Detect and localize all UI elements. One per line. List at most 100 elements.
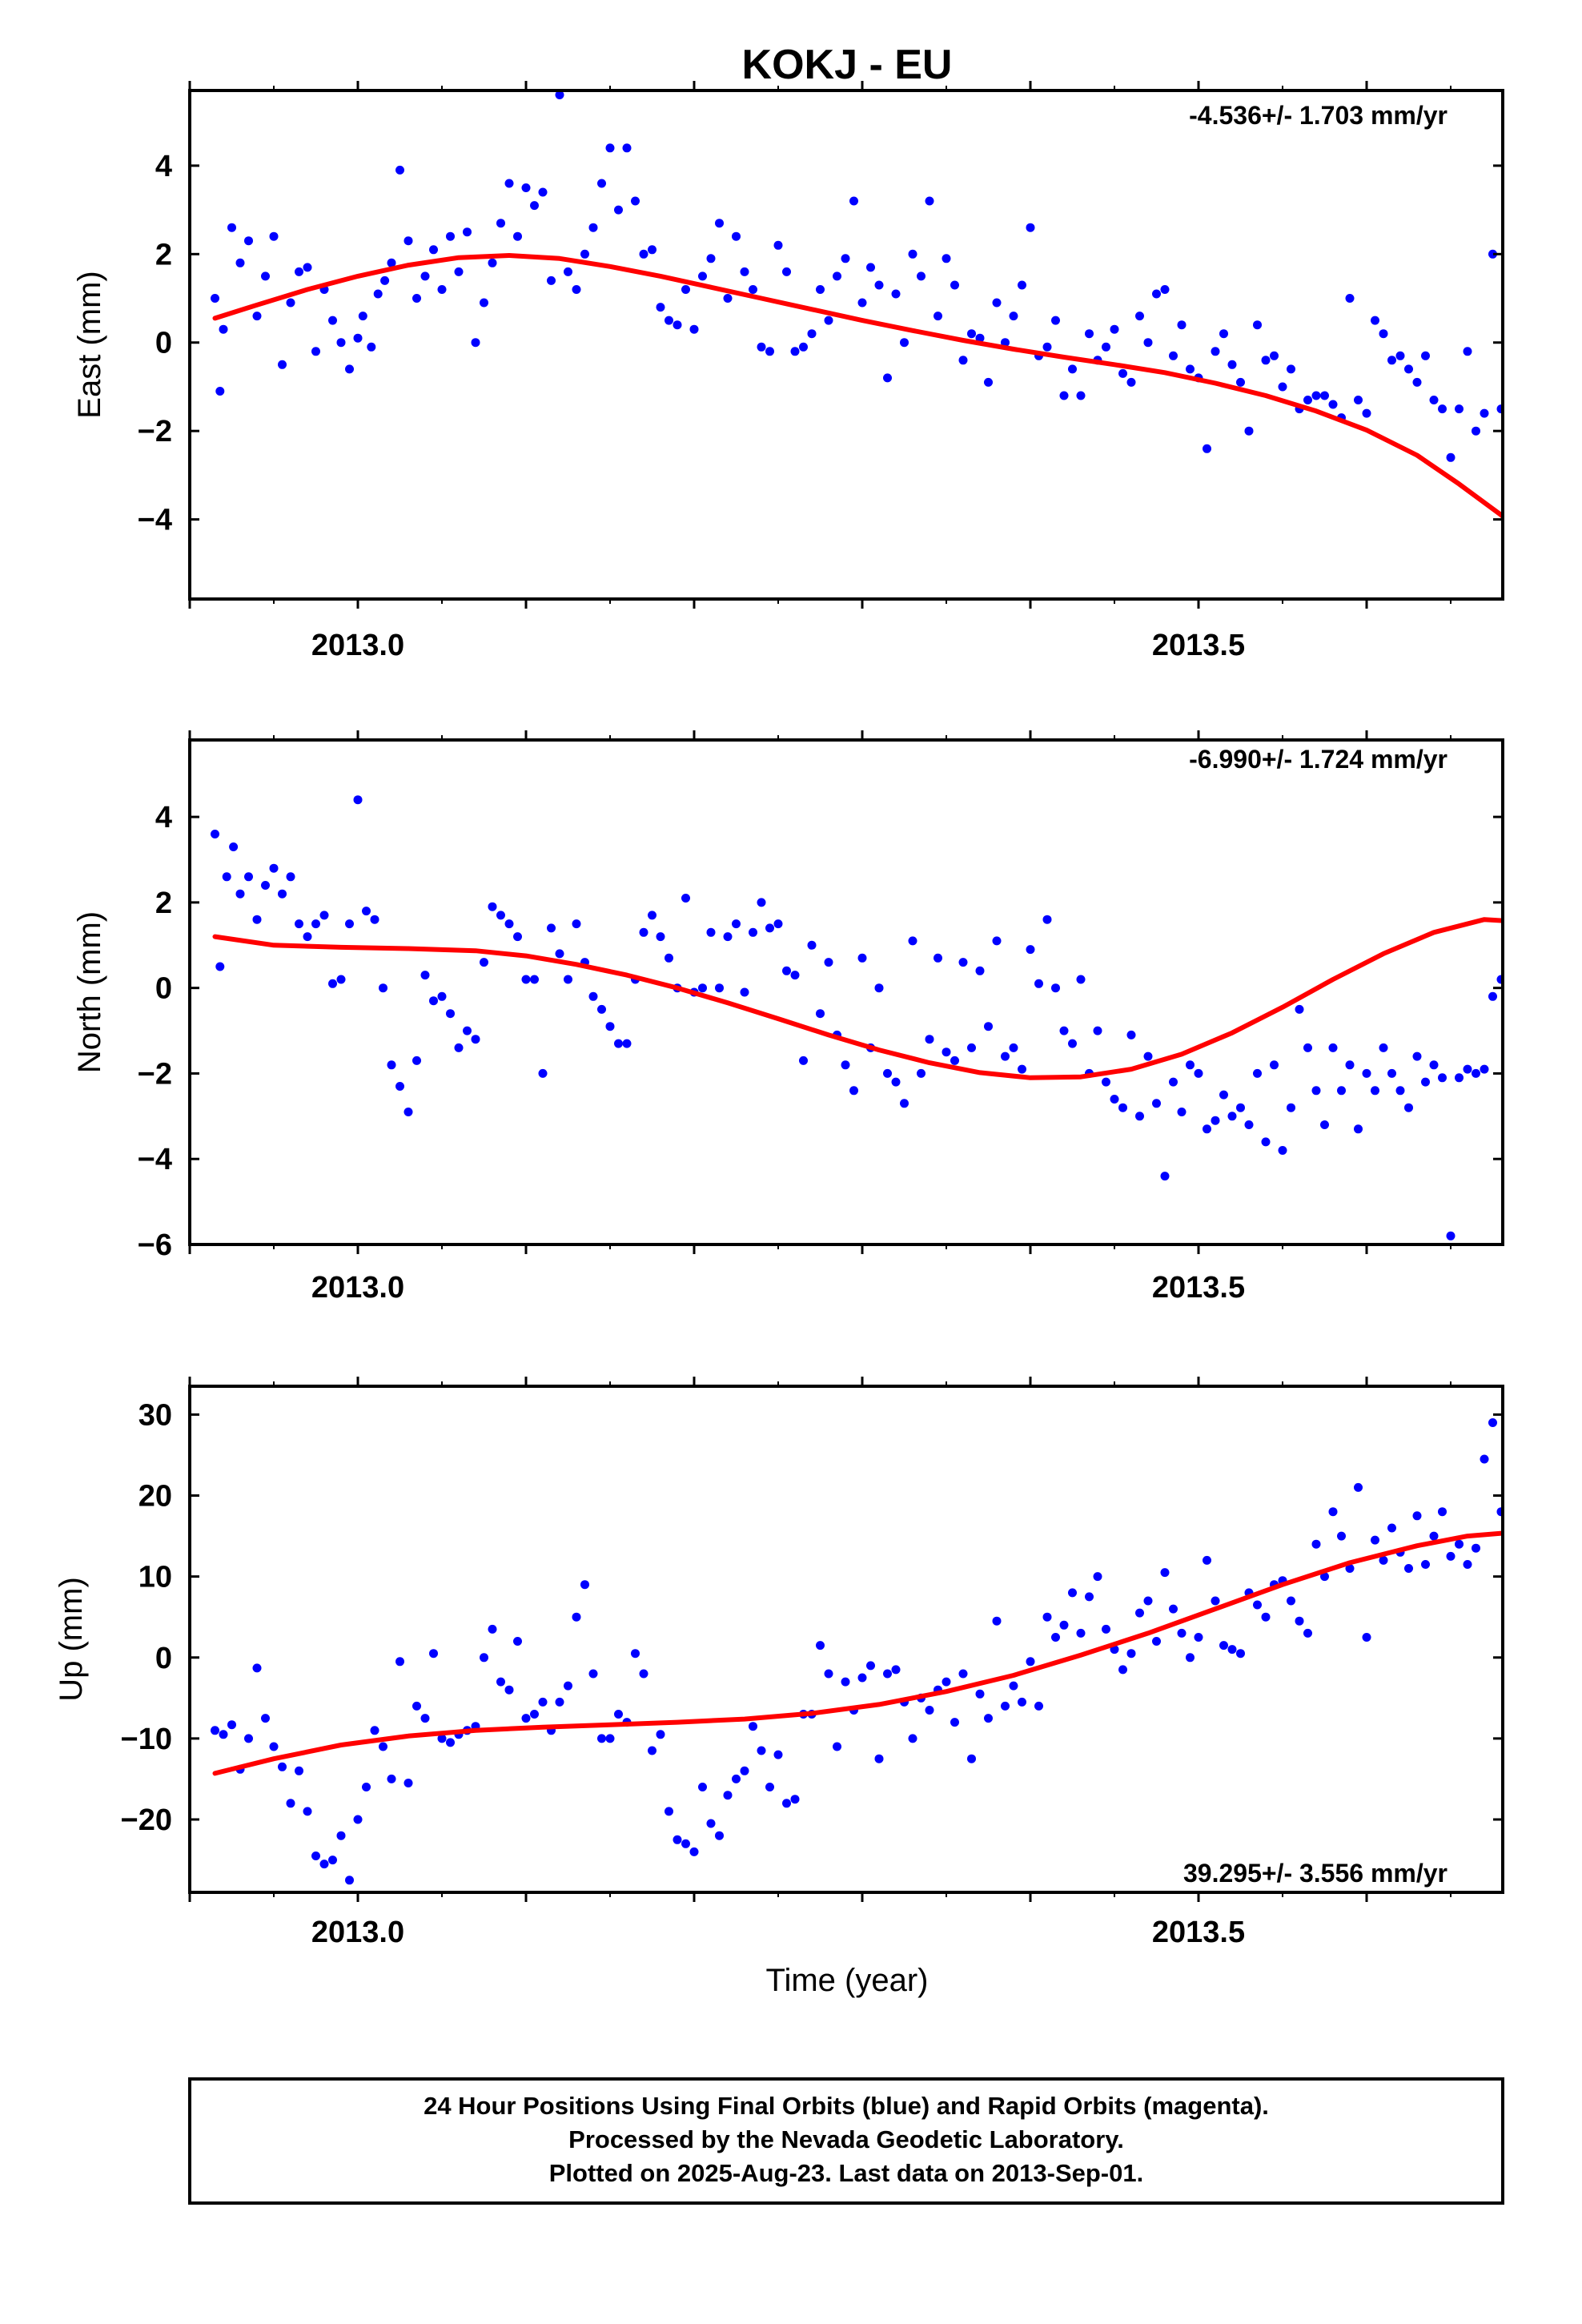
data-point xyxy=(227,1720,236,1730)
data-point xyxy=(605,1022,615,1031)
data-point xyxy=(891,1665,901,1675)
data-point xyxy=(1270,351,1279,360)
fit-curve xyxy=(212,917,1503,1080)
data-point xyxy=(1152,289,1161,299)
data-point xyxy=(1152,1099,1161,1108)
data-point xyxy=(1539,1001,1548,1010)
data-point xyxy=(1311,1086,1321,1096)
data-point xyxy=(311,347,320,356)
data-point xyxy=(269,863,279,873)
data-point xyxy=(1034,1701,1043,1711)
data-point xyxy=(387,258,396,267)
east-panel: 2013.0 2013.5 −4 −2 0 2 4 East (mm) -4.536+/- 1.… xyxy=(72,81,1564,662)
data-point xyxy=(547,275,556,285)
data-point xyxy=(925,1706,934,1715)
data-points xyxy=(211,1418,1564,1885)
data-point xyxy=(463,227,472,237)
data-point xyxy=(1387,1523,1396,1533)
data-point xyxy=(1446,452,1456,462)
data-point xyxy=(1203,1555,1211,1565)
data-point xyxy=(1320,1572,1329,1582)
data-point xyxy=(975,966,985,975)
data-point xyxy=(597,1004,606,1014)
data-point xyxy=(1186,364,1195,374)
data-point xyxy=(1194,1633,1203,1642)
data-point xyxy=(891,289,901,299)
data-point xyxy=(1126,1030,1136,1039)
data-point xyxy=(917,1068,926,1078)
data-point xyxy=(689,1847,699,1856)
data-point xyxy=(874,280,884,290)
data-point xyxy=(698,271,707,281)
data-point xyxy=(1059,391,1069,400)
data-point xyxy=(336,975,346,984)
data-point xyxy=(1446,1551,1456,1561)
data-point xyxy=(1068,1039,1077,1048)
fit-curve xyxy=(212,253,1503,520)
data-point xyxy=(1429,1531,1439,1541)
data-point xyxy=(588,991,598,1001)
y-tick-label: −20 xyxy=(121,1803,172,1837)
data-points xyxy=(211,90,1564,462)
data-point xyxy=(1102,1624,1110,1634)
data-point xyxy=(588,223,598,232)
data-point xyxy=(367,342,376,352)
data-point xyxy=(656,1730,665,1739)
data-point xyxy=(967,329,976,339)
data-point xyxy=(984,377,993,387)
data-point xyxy=(1438,1507,1447,1517)
data-point xyxy=(732,919,741,929)
data-point xyxy=(740,267,749,276)
data-point xyxy=(538,1068,548,1078)
data-point xyxy=(782,267,791,276)
data-point xyxy=(1564,1069,1573,1078)
data-point xyxy=(521,183,531,192)
data-point xyxy=(379,1742,387,1751)
data-point xyxy=(362,907,371,916)
data-point xyxy=(1018,1064,1026,1074)
data-point xyxy=(816,1641,825,1651)
data-point xyxy=(328,1856,337,1865)
data-point xyxy=(244,1734,253,1743)
y-tick-label: −2 xyxy=(138,415,172,448)
data-point xyxy=(883,373,892,383)
data-point xyxy=(883,1669,892,1679)
data-point xyxy=(454,267,464,276)
data-point xyxy=(1059,1620,1069,1630)
caption-line-3: Plotted on 2025-Aug-23. Last data on 201… xyxy=(549,2159,1143,2187)
data-point xyxy=(1177,1628,1186,1638)
data-point xyxy=(1354,396,1363,404)
data-point xyxy=(1345,1564,1355,1573)
data-point xyxy=(1018,1697,1026,1707)
data-point xyxy=(841,254,850,263)
data-point xyxy=(757,1746,766,1755)
data-point xyxy=(1387,1068,1396,1078)
data-point xyxy=(446,1009,455,1019)
data-point xyxy=(530,201,539,211)
data-point xyxy=(790,1795,800,1804)
data-point xyxy=(1026,223,1035,232)
up-panel: 2013.0 2013.5 −20 −10 0 10 20 30 Up (mm) 39.295+/… xyxy=(54,1377,1564,1949)
data-point xyxy=(404,236,413,246)
data-point xyxy=(1068,1588,1077,1598)
data-point xyxy=(799,1055,808,1065)
data-point xyxy=(1556,1524,1564,1533)
data-point xyxy=(480,298,488,308)
data-point xyxy=(1429,1060,1439,1070)
data-point xyxy=(765,347,774,356)
data-point xyxy=(1303,1043,1312,1052)
caption-box: 24 Hour Positions Using Final Orbits (bl… xyxy=(188,2077,1504,2205)
data-point xyxy=(1227,1645,1237,1655)
data-point xyxy=(530,975,539,984)
y-tick-label: −2 xyxy=(138,1057,172,1091)
data-point xyxy=(799,342,808,352)
data-point xyxy=(261,271,270,281)
data-point xyxy=(942,254,951,263)
data-point xyxy=(235,889,245,899)
data-point xyxy=(1211,1596,1220,1606)
data-point xyxy=(437,285,447,294)
data-point xyxy=(984,1022,993,1031)
data-point xyxy=(1556,290,1564,299)
x-ticks xyxy=(188,1377,1452,1902)
data-point xyxy=(1548,954,1556,963)
